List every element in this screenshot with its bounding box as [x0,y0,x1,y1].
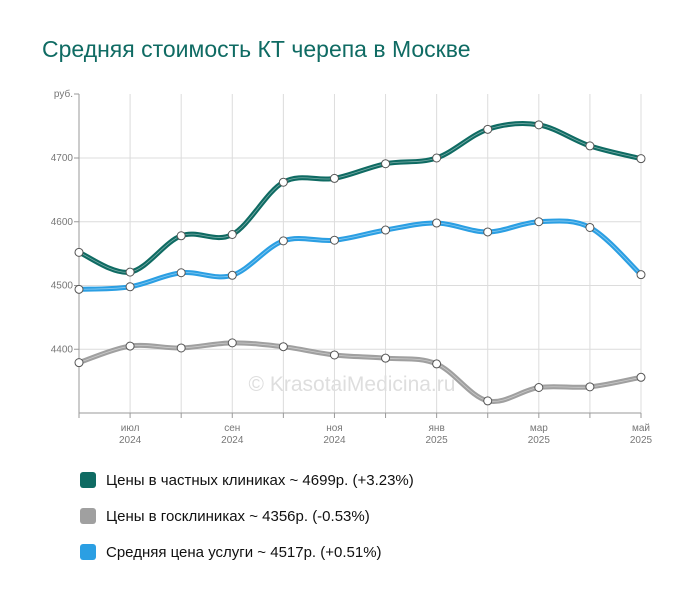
data-point [176,231,186,241]
watermark-text: © KrasotaiMedicina.ru [249,373,456,396]
x-tick-year: 2024 [119,435,142,446]
data-point [483,396,493,406]
chart-grid [78,94,642,413]
legend-item: Цены в частных клиниках ~ 4699р. (+3.23%… [80,462,414,498]
series-line [76,218,644,292]
data-point [278,236,288,246]
x-tick-month: мар [530,423,548,434]
legend-swatch [80,472,96,488]
data-point [534,120,544,130]
data-point [381,353,391,363]
data-point [176,343,186,353]
data-point [585,141,595,151]
x-tick-year: 2024 [221,435,244,446]
data-point [329,350,339,360]
x-axis-labels: июл2024сен2024ноя2024янв2025мар2025май20… [119,423,653,446]
data-point [125,282,135,292]
data-point [74,247,84,257]
legend-label: Средняя цена услуги ~ 4517р. (+0.51%) [106,543,382,561]
legend-swatch [80,508,96,524]
data-point [636,270,646,280]
x-tick-month: сен [224,423,240,434]
y-tick-label: 4500 [51,281,74,292]
data-point [534,217,544,227]
chart-series [74,120,646,406]
data-point [176,268,186,278]
chart-title: Средняя стоимость КТ черепа в Москве [42,36,471,62]
data-point [381,159,391,169]
legend-swatch [80,544,96,560]
data-point [432,153,442,163]
y-axis-unit: руб. [54,88,73,100]
legend-label: Цены в частных клиниках ~ 4699р. (+3.23%… [106,471,414,489]
data-point [483,227,493,237]
y-tick-label: 4700 [51,153,74,164]
data-point [227,270,237,280]
data-point [432,359,442,369]
data-point [125,267,135,277]
x-tick-year: 2025 [528,435,551,446]
data-point [585,382,595,392]
x-tick-month: май [632,423,650,434]
data-point [483,124,493,134]
data-point [534,383,544,392]
data-point [329,235,339,245]
data-point [585,222,595,232]
y-tick-label: 4600 [51,217,74,228]
x-tick-year: 2025 [630,435,653,446]
series-line [76,121,644,275]
legend-item: Цены в госклиниках ~ 4356р. (-0.53%) [80,498,414,534]
chart-legend: Цены в частных клиниках ~ 4699р. (+3.23%… [80,462,414,570]
y-axis-labels: 4400 4500 4600 4700 руб. [51,88,74,355]
data-point [381,225,391,235]
y-tick-label: 4400 [51,344,74,355]
data-point [74,358,84,368]
data-point [74,284,84,294]
legend-label: Цены в госклиниках ~ 4356р. (-0.53%) [106,507,370,525]
data-point [227,338,237,348]
x-tick-month: янв [429,423,445,434]
x-tick-year: 2024 [323,435,346,446]
data-point [278,177,288,187]
x-tick-month: ноя [326,423,343,434]
data-point [227,230,237,239]
data-point [125,341,135,351]
data-point [278,342,288,352]
legend-item: Средняя цена услуги ~ 4517р. (+0.51%) [80,534,414,570]
data-point [636,154,646,164]
data-point [329,173,339,183]
x-tick-year: 2025 [426,435,449,446]
data-point [432,218,442,228]
x-tick-month: июл [121,423,140,434]
chart-axes [74,93,642,418]
data-point [636,372,646,382]
